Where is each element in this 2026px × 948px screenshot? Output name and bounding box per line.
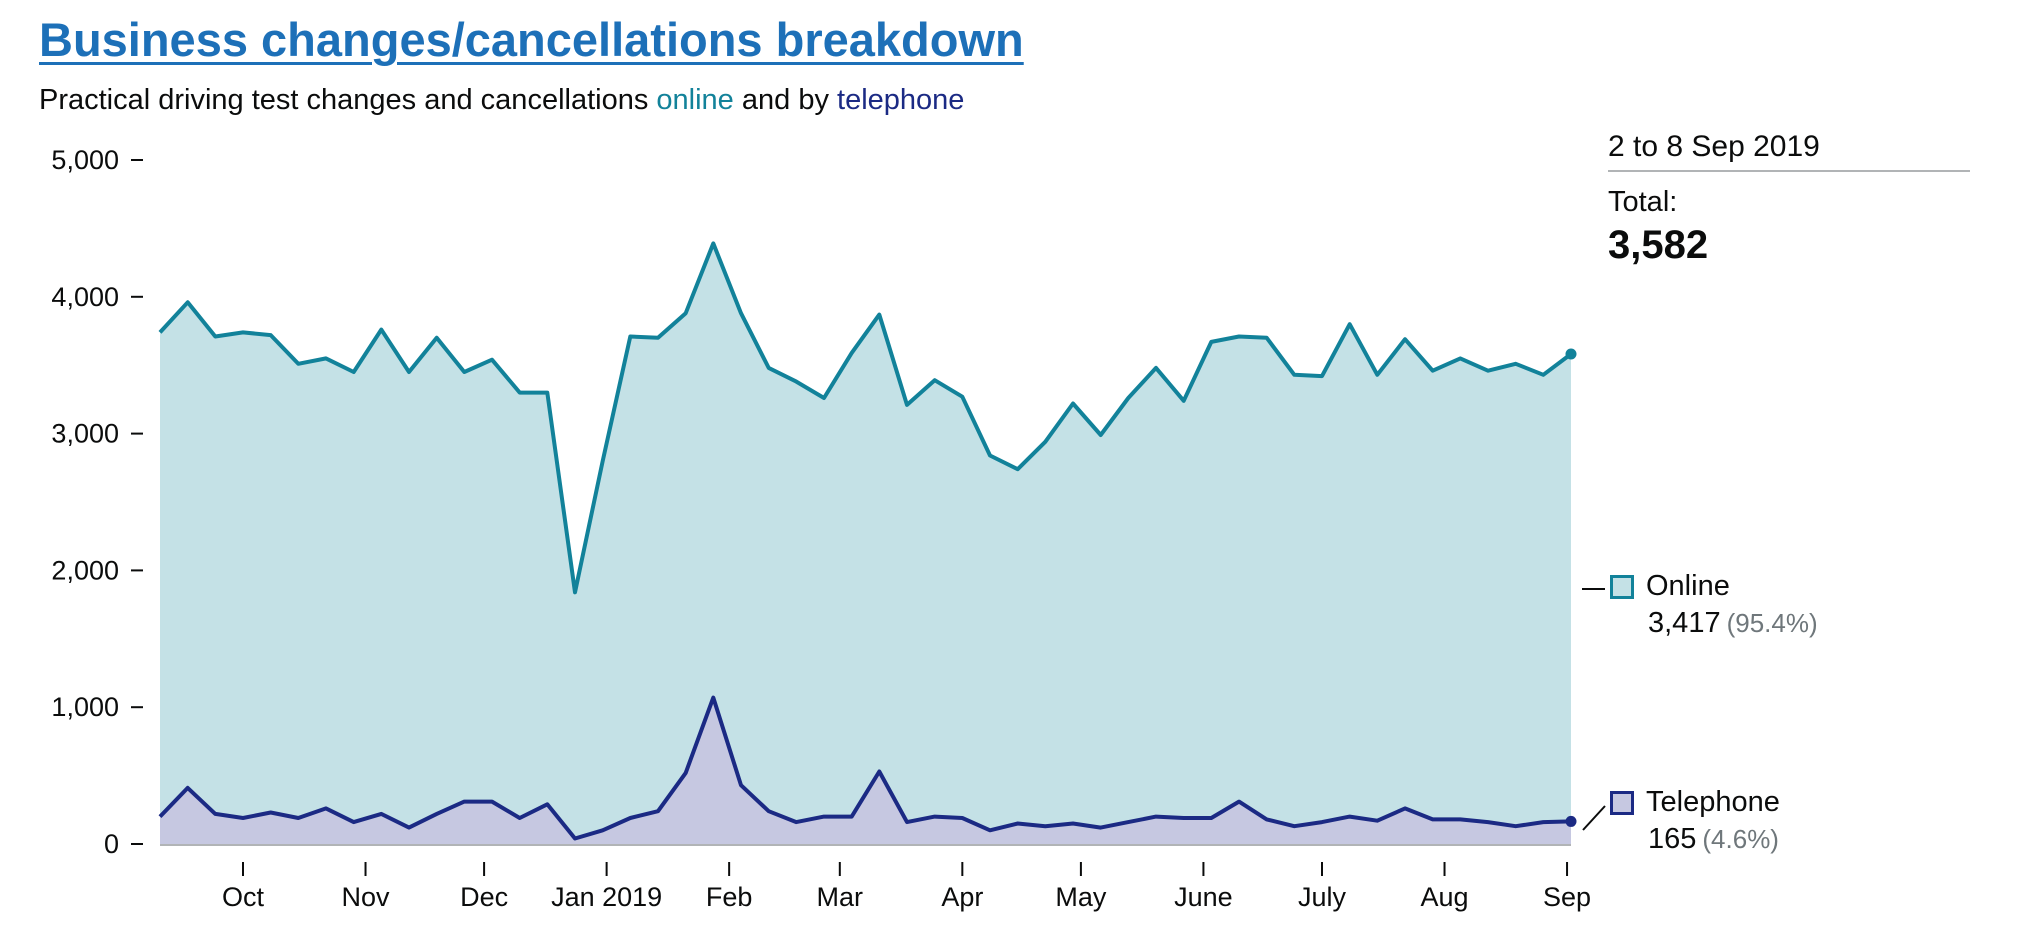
x-tick-label: Mar [817, 882, 864, 912]
legend-telephone: Telephone 165 (4.6%) [1610, 786, 1780, 856]
x-tick-label: Apr [941, 882, 983, 912]
x-tick-label: Oct [222, 882, 265, 912]
total-value: 3,582 [1608, 223, 1709, 267]
subtitle-telephone: telephone [837, 84, 965, 116]
legend-online-pct: (95.4%) [1726, 608, 1818, 638]
y-tick-label: 4,000 [51, 282, 119, 312]
legend-telephone-pct: (4.6%) [1702, 824, 1779, 854]
online-line [158, 241, 1573, 595]
x-tick-label: July [1298, 882, 1347, 912]
y-tick-label: 1,000 [51, 692, 119, 722]
x-tick-label: Feb [706, 882, 753, 912]
total-label: Total: [1608, 186, 1678, 218]
y-tick-label: 5,000 [51, 145, 119, 175]
telephone-end-point [1565, 815, 1577, 827]
y-tick-label: 2,000 [51, 555, 119, 585]
period-label: 2 to 8 Sep 2019 [1608, 130, 1970, 172]
online-end-point [1565, 348, 1577, 360]
online-area [160, 243, 1571, 844]
chart-subtitle: Practical driving test changes and cance… [39, 84, 964, 117]
legend-online-name: Online [1646, 570, 1730, 602]
y-tick-label: 3,000 [51, 419, 119, 449]
x-tick-label: June [1174, 882, 1233, 912]
subtitle-online: online [656, 84, 734, 116]
subtitle-mid: and by [741, 84, 829, 116]
x-tick-label: Sep [1543, 882, 1591, 912]
telephone-area [160, 697, 1571, 844]
x-tick-label: Jan 2019 [551, 882, 662, 912]
legend-online-value: 3,417 [1648, 607, 1721, 639]
x-tick-label: Dec [460, 882, 508, 912]
online-swatch [1610, 574, 1634, 599]
x-tick-label: Nov [342, 882, 391, 912]
legend-telephone-value: 165 [1648, 823, 1697, 855]
legend-telephone-name: Telephone [1646, 786, 1780, 818]
y-tick-label: 0 [104, 829, 119, 859]
telephone-swatch [1610, 790, 1634, 815]
telephone-line [158, 695, 1572, 841]
x-tick-label: May [1055, 882, 1107, 912]
x-tick-label: Aug [1421, 882, 1469, 912]
subtitle-prefix: Practical driving test changes and cance… [39, 84, 649, 116]
telephone-legend-connector [1582, 805, 1606, 831]
legend-online: Online 3,417 (95.4%) [1610, 570, 1818, 640]
page-title[interactable]: Business changes/cancellations breakdown [39, 13, 1024, 66]
summary-panel: 2 to 8 Sep 2019 Total: 3,582 [1608, 130, 1970, 268]
